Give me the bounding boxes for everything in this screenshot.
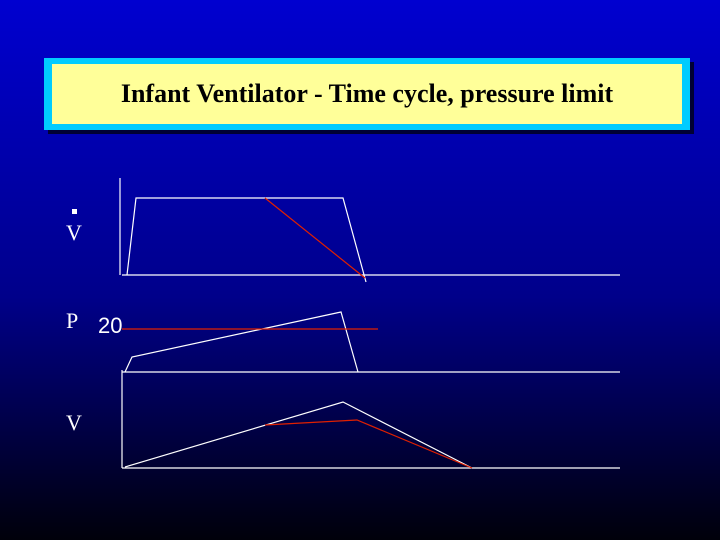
volume-limited bbox=[264, 419, 473, 469]
flow-wave bbox=[126, 197, 367, 283]
pressure-wave bbox=[124, 311, 359, 373]
pressure-label: P bbox=[66, 308, 78, 333]
limited-waveforms bbox=[122, 197, 473, 469]
waveforms bbox=[119, 178, 620, 469]
flow-limited bbox=[264, 197, 366, 279]
flow-label: V bbox=[66, 220, 82, 245]
pressure-limit-label: 20 bbox=[98, 313, 122, 338]
title-box bbox=[52, 64, 682, 124]
title: Infant Ventilator - Time cycle, pressure… bbox=[121, 79, 614, 108]
volume-wave bbox=[124, 401, 473, 469]
flow-dot bbox=[72, 209, 77, 214]
volume-label: V bbox=[66, 410, 82, 435]
